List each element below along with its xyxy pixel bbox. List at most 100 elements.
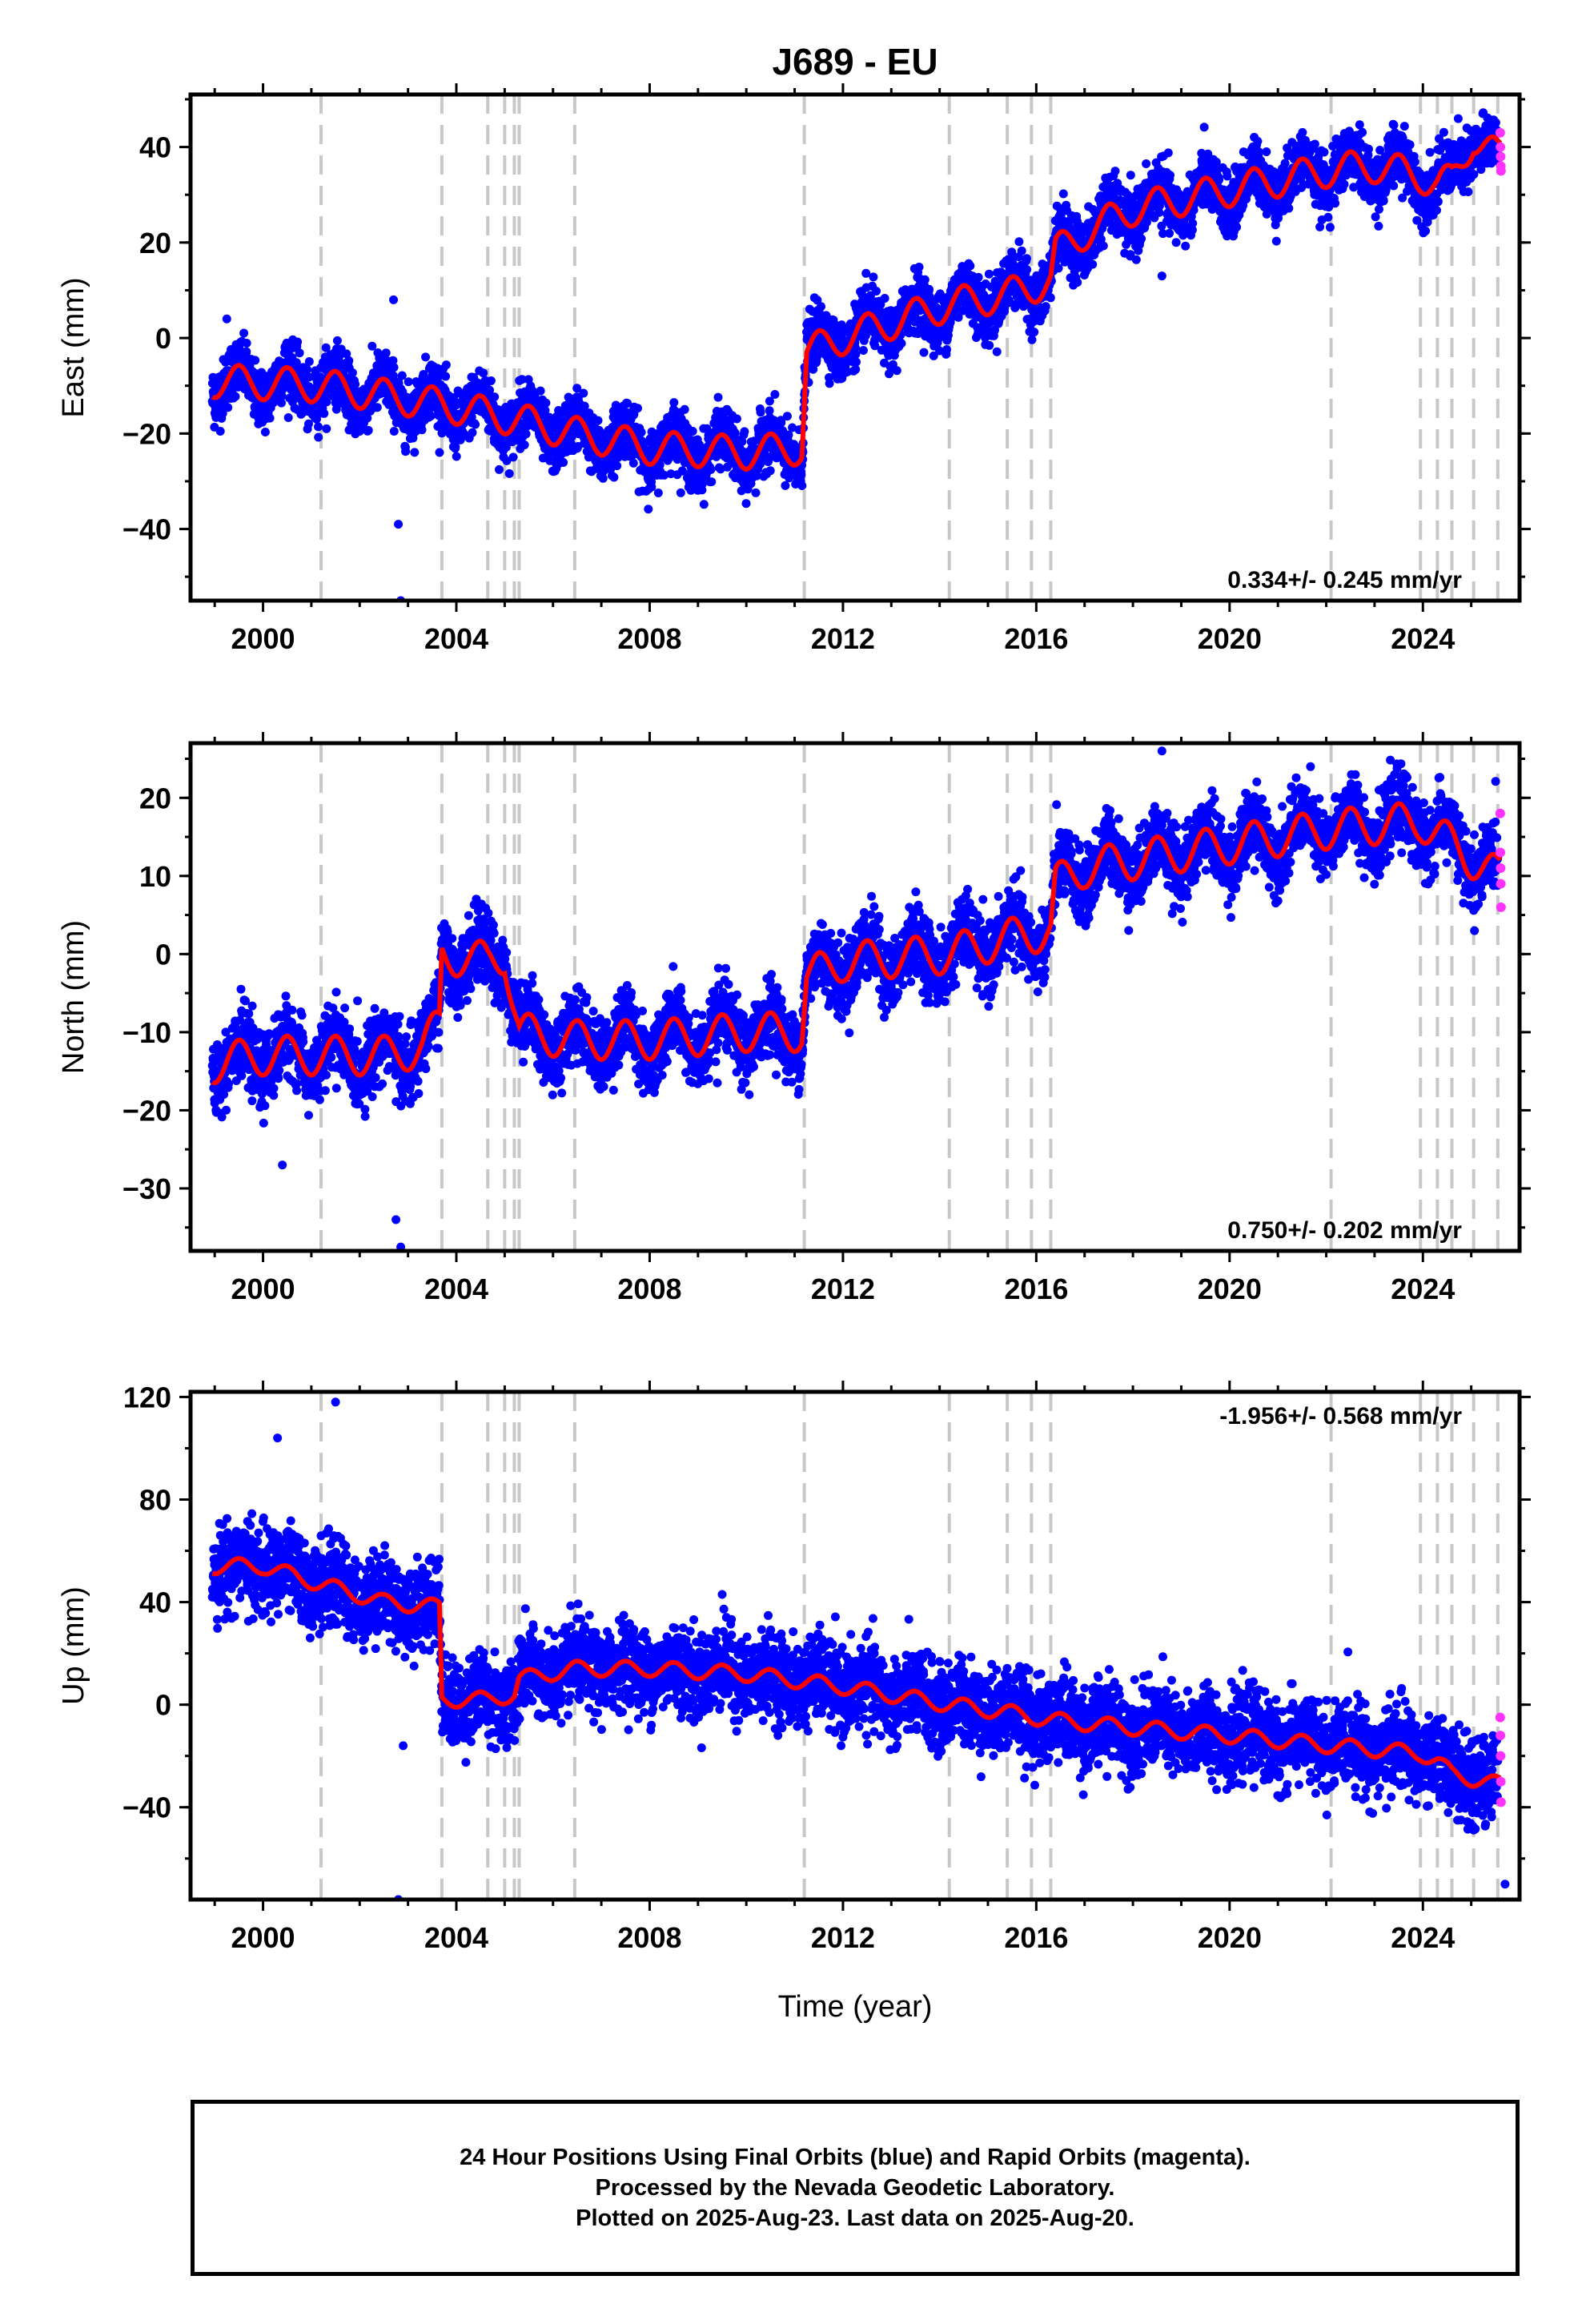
data-point <box>760 449 769 459</box>
data-point <box>388 356 398 365</box>
data-point <box>636 428 646 437</box>
data-point <box>1137 234 1146 243</box>
data-point <box>314 422 323 432</box>
data-point <box>389 427 399 436</box>
data-point <box>688 427 697 436</box>
data-point <box>1188 219 1198 228</box>
data-point <box>215 427 225 436</box>
data-point <box>730 428 740 438</box>
data-point <box>1163 148 1173 158</box>
data-point <box>677 466 687 476</box>
data-point <box>788 423 797 432</box>
data-point <box>1126 171 1135 180</box>
data-point <box>737 436 747 446</box>
data-point <box>221 357 231 367</box>
data-point <box>797 470 806 480</box>
data-point <box>1215 175 1224 185</box>
data-point <box>942 345 951 354</box>
data-point <box>609 472 619 482</box>
data-point <box>706 464 716 474</box>
data-point <box>536 386 545 396</box>
data-point <box>304 419 313 428</box>
data-point <box>1041 302 1050 312</box>
data-point <box>277 392 287 400</box>
data-point <box>322 397 331 407</box>
data-point <box>401 447 411 456</box>
data-point <box>363 425 373 435</box>
data-point <box>504 468 514 478</box>
data-point <box>623 399 632 408</box>
data-point <box>342 349 351 359</box>
data-point <box>417 425 427 435</box>
data-point <box>1223 171 1232 181</box>
data-point <box>1284 203 1294 213</box>
data-point <box>919 348 929 357</box>
data-point <box>732 414 741 424</box>
data-point <box>985 340 994 350</box>
data-point <box>468 428 477 437</box>
data-point <box>579 388 588 398</box>
data-point <box>239 328 249 338</box>
data-point <box>765 466 775 476</box>
data-point <box>293 337 303 347</box>
data-point <box>372 403 382 412</box>
data-point <box>295 348 304 358</box>
data-point <box>707 477 717 487</box>
data-point <box>279 383 288 392</box>
data-point <box>251 356 260 365</box>
data-point <box>1027 335 1037 344</box>
data-point <box>633 404 642 413</box>
data-point <box>1166 171 1174 180</box>
data-point <box>1088 259 1098 269</box>
data-point <box>421 352 431 362</box>
data-point <box>541 398 551 408</box>
data-point <box>260 428 270 436</box>
data-point <box>580 401 589 411</box>
data-point <box>628 458 638 468</box>
data-point <box>363 413 372 423</box>
data-point <box>1073 278 1082 287</box>
data-point <box>495 464 504 474</box>
data-point <box>914 263 924 271</box>
data-point <box>852 357 861 367</box>
data-point <box>1253 136 1263 146</box>
data-point <box>471 420 480 429</box>
data-point <box>540 406 550 415</box>
data-point <box>669 398 679 408</box>
data-point <box>303 364 312 374</box>
data-point <box>1165 228 1174 238</box>
data-point <box>283 413 293 422</box>
data-point <box>521 429 531 439</box>
data-point <box>486 376 496 385</box>
data-point <box>517 375 527 384</box>
data-point <box>242 347 251 356</box>
data-point <box>880 294 889 303</box>
data-point <box>751 488 761 497</box>
data-point <box>242 339 251 348</box>
data-point <box>351 380 360 389</box>
data-point <box>1181 241 1191 251</box>
data-point <box>741 499 751 509</box>
data-point <box>765 396 774 406</box>
data-point <box>782 412 792 421</box>
data-point <box>598 473 608 483</box>
data-point <box>966 261 975 271</box>
data-point <box>644 505 653 514</box>
data-point <box>655 460 665 470</box>
data-point <box>1232 223 1242 232</box>
data-point <box>892 366 901 376</box>
data-point <box>680 404 689 414</box>
data-point <box>231 392 240 401</box>
data-point <box>809 364 818 374</box>
data-point <box>319 408 329 418</box>
data-point <box>784 430 793 440</box>
chart-title: J689 - EU <box>772 41 938 82</box>
data-point <box>397 371 407 380</box>
data-point <box>872 287 881 296</box>
data-point <box>821 311 831 320</box>
data-point <box>858 346 868 355</box>
data-point <box>612 461 622 471</box>
data-point <box>332 336 342 345</box>
